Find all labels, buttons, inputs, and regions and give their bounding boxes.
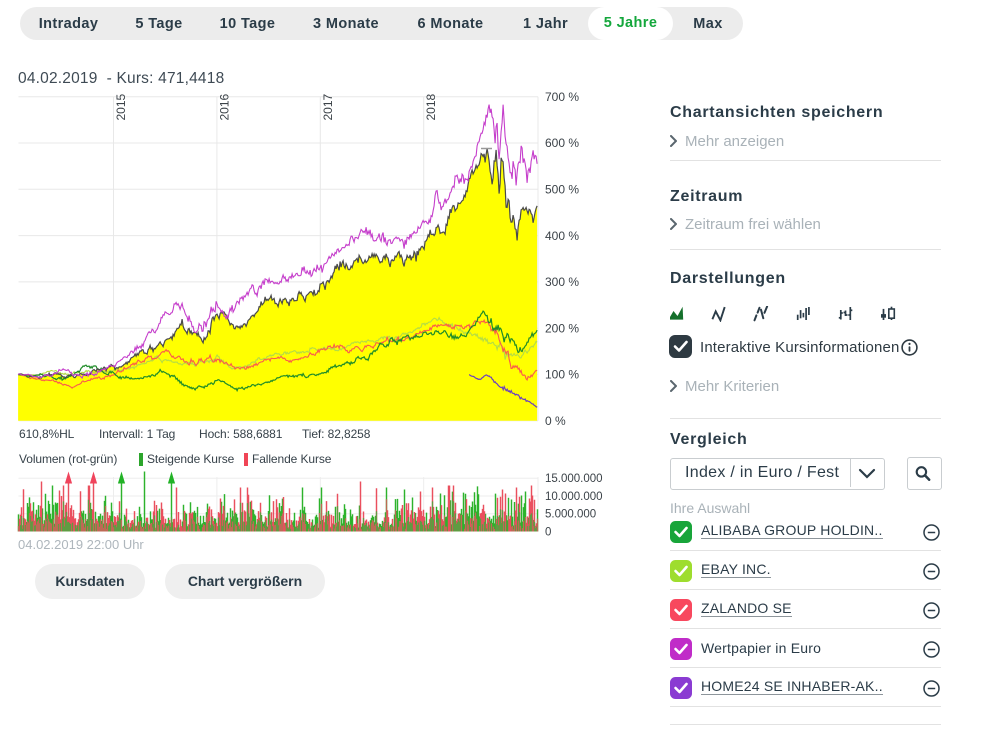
svg-text:400 %: 400 % — [545, 229, 579, 243]
svg-text:15.000.000: 15.000.000 — [545, 473, 603, 485]
svg-text:2018: 2018 — [424, 93, 438, 120]
svg-text:500 %: 500 % — [545, 183, 579, 197]
svg-text:100 %: 100 % — [545, 368, 579, 382]
svg-text:5.000.000: 5.000.000 — [545, 509, 596, 521]
svg-text:0: 0 — [545, 527, 551, 539]
svg-text:200 %: 200 % — [545, 321, 579, 335]
svg-text:600 %: 600 % — [545, 136, 579, 150]
svg-text:10.000.000: 10.000.000 — [545, 491, 603, 503]
svg-text:2017: 2017 — [321, 93, 335, 120]
svg-text:300 %: 300 % — [545, 275, 579, 289]
svg-text:2015: 2015 — [114, 93, 128, 120]
svg-text:0 %: 0 % — [545, 414, 566, 428]
svg-text:700 %: 700 % — [545, 90, 579, 104]
svg-text:2016: 2016 — [217, 93, 231, 120]
